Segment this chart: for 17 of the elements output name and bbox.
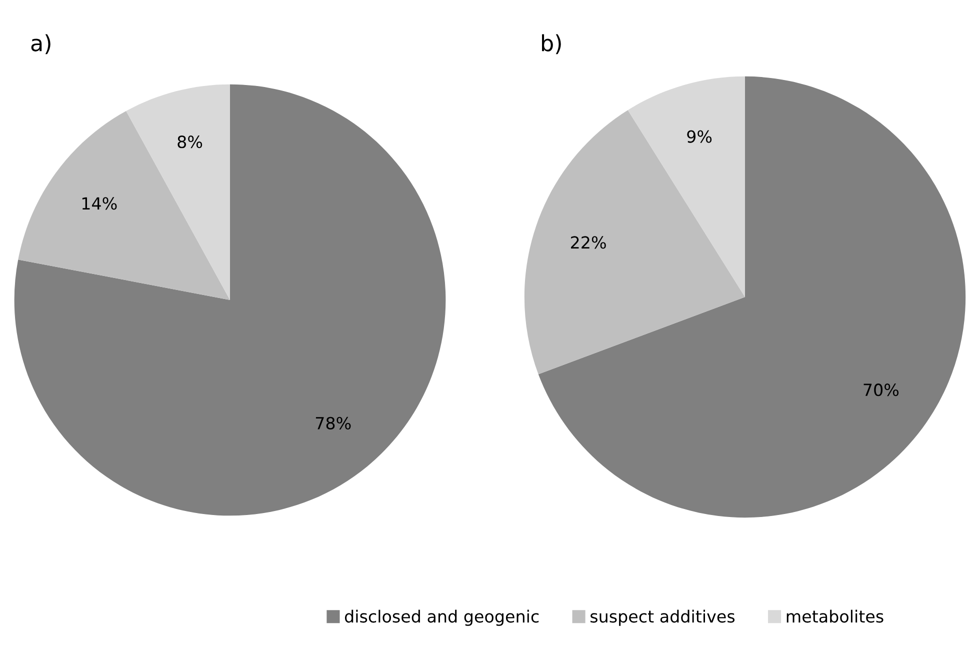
legend-label: metabolites	[786, 610, 884, 623]
data-label: 70%	[864, 384, 899, 396]
chart-title: b)	[542, 34, 561, 54]
pie-slice	[538, 76, 966, 518]
pie-slice	[126, 84, 230, 300]
data-label: 9%	[687, 130, 712, 143]
data-label: 14%	[82, 197, 117, 210]
pie-slice	[628, 76, 745, 297]
chart-title: a)	[31, 34, 50, 54]
pie-slice	[18, 110, 230, 300]
data-label: 8%	[178, 136, 202, 148]
legend-label: disclosed and geogenic	[344, 610, 539, 626]
legend-label: suspect additives	[590, 610, 735, 626]
data-label: 22%	[571, 236, 606, 249]
pie-slice	[14, 84, 446, 516]
data-label: 78%	[316, 416, 351, 430]
pie-slice	[524, 110, 745, 374]
